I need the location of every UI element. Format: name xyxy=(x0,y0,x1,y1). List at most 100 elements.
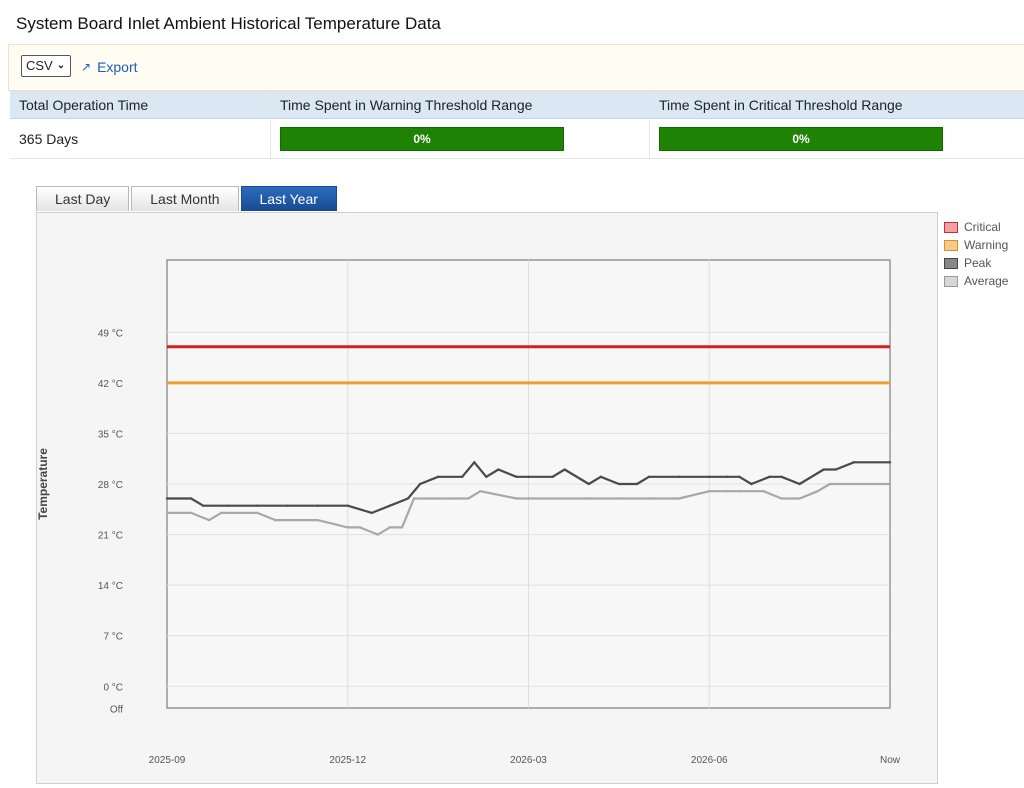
legend-label-warning: Warning xyxy=(964,238,1008,252)
header-operation-time: Total Operation Time xyxy=(10,91,271,119)
x-tick-label: Now xyxy=(880,755,901,766)
data-point-average xyxy=(889,483,891,485)
export-link[interactable]: ↗ Export xyxy=(81,59,138,75)
header-critical-time: Time Spent in Critical Threshold Range xyxy=(650,91,1024,119)
data-point-peak xyxy=(648,476,650,478)
tab-last-month[interactable]: Last Month xyxy=(131,186,238,211)
data-point-average xyxy=(166,512,168,514)
data-point-average xyxy=(401,526,403,528)
warning-percent: 0% xyxy=(413,132,430,146)
data-point-peak xyxy=(798,483,800,485)
data-point-peak xyxy=(708,476,710,478)
legend-item-peak[interactable]: Peak xyxy=(944,254,1008,272)
data-point-average xyxy=(708,490,710,492)
x-tick-label: 2025-09 xyxy=(149,755,186,766)
data-point-peak xyxy=(768,476,770,478)
critical-percent: 0% xyxy=(792,132,809,146)
data-point-peak xyxy=(256,504,258,506)
data-point-average xyxy=(455,497,457,499)
format-select[interactable]: CSV ⌄ xyxy=(21,55,71,77)
data-point-peak xyxy=(678,476,680,478)
tab-last-day[interactable]: Last Day xyxy=(36,186,129,211)
legend-swatch-peak xyxy=(944,258,958,269)
data-point-peak xyxy=(551,476,553,478)
data-point-peak xyxy=(407,497,409,499)
x-tick-label: 2025-12 xyxy=(329,755,366,766)
legend-label-average: Average xyxy=(964,274,1008,288)
data-point-peak xyxy=(485,476,487,478)
operation-time-value: 365 Days xyxy=(10,119,271,159)
data-point-peak xyxy=(636,483,638,485)
chart-legend: Critical Warning Peak Average xyxy=(944,218,1008,290)
y-tick-label: 0 °C xyxy=(103,682,123,693)
data-point-average xyxy=(588,497,590,499)
export-toolbar: CSV ⌄ ↗ Export xyxy=(8,44,1024,91)
warning-time-cell: 0% xyxy=(271,119,650,159)
data-point-average xyxy=(316,519,318,521)
legend-label-peak: Peak xyxy=(964,256,991,270)
tab-last-year[interactable]: Last Year xyxy=(241,186,337,211)
legend-item-critical[interactable]: Critical xyxy=(944,218,1008,236)
page-title: System Board Inlet Ambient Historical Te… xyxy=(16,14,441,34)
y-axis-title: Temperature xyxy=(37,448,50,520)
data-point-average xyxy=(359,526,361,528)
data-point-peak xyxy=(750,483,752,485)
data-point-average xyxy=(431,497,433,499)
legend-swatch-warning xyxy=(944,240,958,251)
data-point-average xyxy=(527,497,529,499)
data-point-average xyxy=(515,497,517,499)
data-point-average xyxy=(413,497,415,499)
data-point-average xyxy=(256,512,258,514)
data-point-average xyxy=(829,483,831,485)
data-point-peak xyxy=(226,504,228,506)
legend-item-average[interactable]: Average xyxy=(944,272,1008,290)
legend-item-warning[interactable]: Warning xyxy=(944,236,1008,254)
data-point-peak xyxy=(497,468,499,470)
data-point-peak xyxy=(316,504,318,506)
data-point-peak xyxy=(166,497,168,499)
threshold-stats-table: Total Operation Time Time Spent in Warni… xyxy=(10,91,1024,159)
data-point-peak xyxy=(588,483,590,485)
legend-swatch-critical xyxy=(944,222,958,233)
data-point-average xyxy=(648,497,650,499)
data-point-average xyxy=(347,526,349,528)
data-point-peak xyxy=(823,468,825,470)
data-point-average xyxy=(208,519,210,521)
temperature-chart: 0 °C7 °C14 °C21 °C28 °C35 °C42 °C49 °COf… xyxy=(37,213,937,783)
x-tick-label: 2026-03 xyxy=(510,755,547,766)
format-select-value: CSV xyxy=(26,55,53,77)
data-point-peak xyxy=(437,476,439,478)
y-tick-label: 42 °C xyxy=(98,379,123,390)
y-tick-label: 14 °C xyxy=(98,581,123,592)
y-tick-label: 21 °C xyxy=(98,531,123,542)
data-point-peak xyxy=(738,476,740,478)
y-tick-label-off: Off xyxy=(110,704,123,715)
data-point-average xyxy=(618,497,620,499)
data-point-peak xyxy=(563,468,565,470)
y-tick-label: 49 °C xyxy=(98,328,123,339)
data-point-peak xyxy=(389,504,391,506)
y-tick-label: 7 °C xyxy=(103,632,123,643)
data-point-average xyxy=(738,490,740,492)
legend-label-critical: Critical xyxy=(964,220,1001,234)
data-point-average xyxy=(726,490,728,492)
external-arrow-icon: ↗ xyxy=(81,60,91,74)
x-tick-label: 2026-06 xyxy=(691,755,728,766)
critical-time-cell: 0% xyxy=(650,119,1024,159)
data-point-average xyxy=(190,512,192,514)
header-warning-time: Time Spent in Warning Threshold Range xyxy=(271,91,650,119)
data-point-average xyxy=(798,497,800,499)
data-point-peak xyxy=(889,461,891,463)
data-point-peak xyxy=(527,476,529,478)
data-point-average xyxy=(678,497,680,499)
warning-progress-bar: 0% xyxy=(280,127,564,151)
data-point-peak xyxy=(371,512,373,514)
data-point-peak xyxy=(347,504,349,506)
data-point-peak xyxy=(473,461,475,463)
data-point-peak xyxy=(202,504,204,506)
legend-swatch-average xyxy=(944,276,958,287)
data-point-average xyxy=(780,497,782,499)
data-point-peak xyxy=(286,504,288,506)
data-point-average xyxy=(389,526,391,528)
